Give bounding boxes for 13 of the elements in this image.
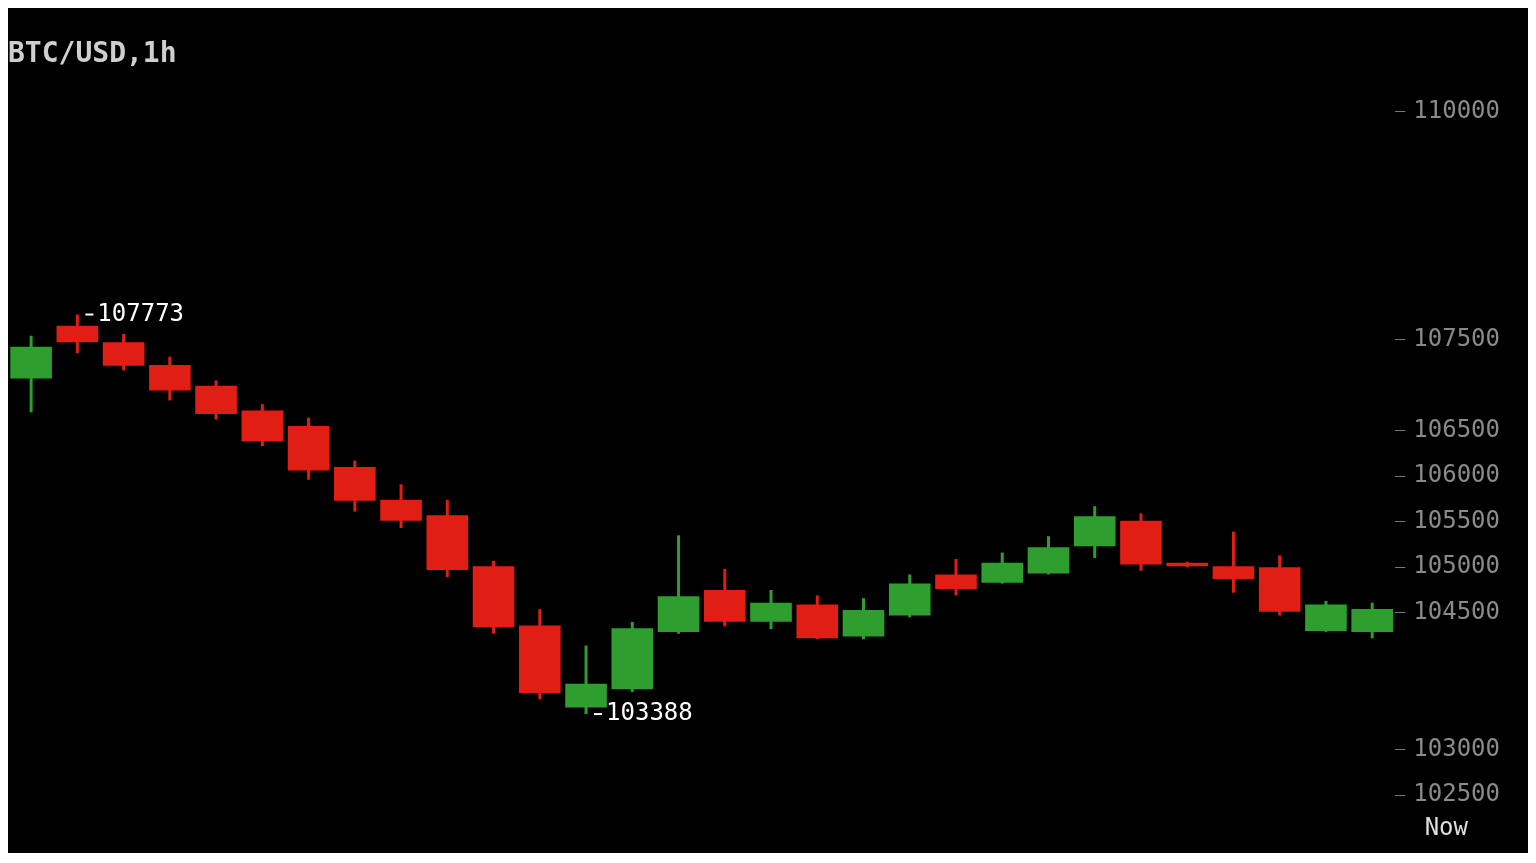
y-tick-label: 106000 <box>1413 460 1501 489</box>
y-tick-label: 105000 <box>1413 551 1501 580</box>
annotation: 107773 <box>97 298 185 327</box>
y-tick-label: 105500 <box>1413 505 1501 534</box>
y-tick-label: 103000 <box>1413 733 1501 762</box>
y-tick-label: 107500 <box>1413 323 1501 352</box>
y-tick-label: 106500 <box>1413 414 1501 443</box>
text: Now <box>1424 813 1469 842</box>
y-tick-label: 104500 <box>1413 596 1501 625</box>
chart-title: BTC/USD,1h <box>8 36 177 70</box>
annotation: 103388 <box>606 698 693 727</box>
y-tick-label: 102500 <box>1413 779 1501 808</box>
y-tick-label: 110000 <box>1413 95 1501 124</box>
